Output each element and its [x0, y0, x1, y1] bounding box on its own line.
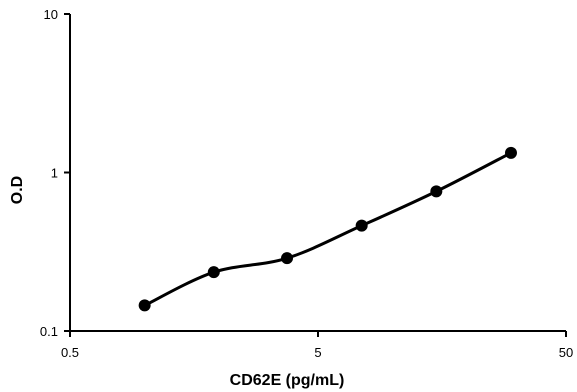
data-point-3 [355, 219, 368, 232]
x-tick-label-1: 5 [314, 345, 321, 360]
y-tick-label-1: 1 [51, 166, 58, 181]
axes [69, 14, 566, 332]
x-axis-title: CD62E (pg/mL) [230, 372, 345, 389]
data-points [138, 146, 517, 312]
ticks [64, 13, 567, 337]
x-tick-label-2: 50 [559, 345, 573, 360]
data-point-2 [281, 252, 294, 265]
y-tick-label-2: 10 [44, 7, 58, 22]
data-point-5 [504, 146, 517, 159]
tick-labels: 0.5 5 50 0.1 1 10 [40, 7, 573, 360]
data-point-0 [138, 299, 151, 312]
data-point-4 [430, 185, 443, 198]
series-line-0 [143, 151, 513, 307]
y-axis-title: O.D [9, 176, 26, 204]
data-point-1 [207, 266, 220, 279]
series [143, 151, 513, 307]
y-tick-label-0: 0.1 [40, 324, 58, 339]
x-tick-label-0: 0.5 [61, 345, 79, 360]
